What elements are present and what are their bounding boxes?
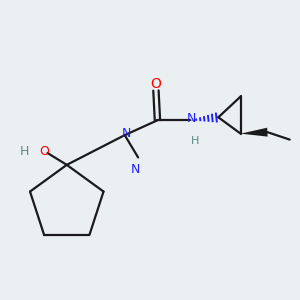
Polygon shape <box>241 128 268 136</box>
Text: H: H <box>190 136 199 146</box>
Text: O: O <box>40 145 50 158</box>
Text: N: N <box>130 163 140 176</box>
Text: O: O <box>151 77 161 91</box>
Text: N: N <box>186 112 196 125</box>
Text: N: N <box>122 127 131 140</box>
Text: H: H <box>20 145 30 158</box>
